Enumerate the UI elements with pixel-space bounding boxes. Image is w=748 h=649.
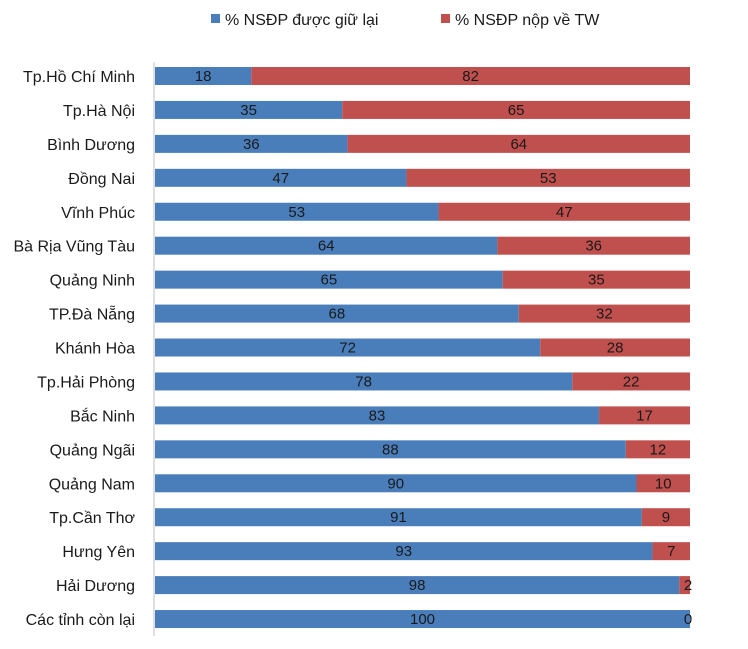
bar-retained	[155, 202, 439, 221]
value-label-remitted: 9	[662, 509, 670, 526]
bar-remitted	[502, 270, 690, 289]
value-label-retained: 64	[318, 238, 335, 255]
bar-retained	[155, 168, 407, 187]
value-label-retained: 93	[395, 543, 412, 560]
value-label-remitted: 36	[585, 238, 602, 255]
bar-retained	[155, 236, 498, 255]
value-label-remitted: 7	[667, 543, 675, 560]
legend-label-retained: % NSĐP được giữ lại	[225, 12, 378, 29]
category-label: Đồng Nai	[68, 171, 135, 188]
bar-remitted	[406, 168, 690, 187]
bar-remitted	[625, 440, 690, 459]
bar-retained	[155, 100, 343, 119]
value-label-retained: 88	[382, 441, 399, 458]
value-label-retained: 78	[355, 373, 372, 390]
legend-label-remitted: % NSĐP nộp về TW	[455, 12, 600, 29]
value-label-remitted: 65	[508, 102, 525, 119]
value-label-remitted: 32	[596, 306, 613, 323]
value-label-retained: 72	[339, 340, 356, 357]
value-label-retained: 36	[243, 136, 260, 153]
bar-retained	[155, 474, 637, 493]
bar-retained	[155, 338, 541, 357]
bar-remitted	[347, 134, 690, 153]
value-label-retained: 91	[390, 509, 407, 526]
category-label: Vĩnh Phúc	[61, 205, 135, 222]
bar-remitted	[497, 236, 690, 255]
legend-swatch-remitted	[441, 14, 450, 23]
bar-retained	[155, 270, 503, 289]
category-label: Tp.Hà Nội	[63, 103, 135, 120]
bar-retained	[155, 542, 653, 561]
category-label: Hải Dương	[56, 578, 135, 595]
bar-remitted	[599, 406, 690, 425]
value-label-remitted: 0	[684, 611, 692, 628]
value-label-remitted: 22	[623, 373, 640, 390]
value-label-remitted: 10	[655, 475, 672, 492]
value-label-remitted: 64	[510, 136, 527, 153]
value-label-retained: 100	[410, 611, 435, 628]
bars-group: Tp.Hồ Chí Minh 18 82 Tp.Hà Nội 35 65 Bình Dươn…	[13, 67, 692, 629]
category-label: Tp.Hồ Chí Minh	[23, 69, 135, 86]
legend-swatch-retained	[211, 14, 220, 23]
bar-retained	[155, 440, 626, 459]
value-label-remitted: 53	[540, 170, 557, 187]
value-label-retained: 53	[288, 204, 305, 221]
value-label-retained: 83	[369, 407, 386, 424]
value-label-remitted: 12	[650, 441, 667, 458]
category-label: Tp.Cần Thơ	[49, 510, 135, 527]
bar-retained	[155, 372, 573, 391]
bar-retained	[155, 67, 252, 85]
bar-remitted	[540, 338, 690, 357]
bar-remitted	[652, 542, 690, 561]
category-label: Quảng Nam	[49, 476, 135, 493]
bar-remitted	[679, 576, 690, 595]
value-label-remitted: 28	[607, 340, 624, 357]
value-label-remitted: 2	[684, 577, 692, 594]
category-label: Quảng Ninh	[50, 273, 135, 290]
bar-retained	[155, 304, 519, 323]
bar-remitted	[641, 508, 690, 527]
bar-remitted	[251, 67, 691, 85]
value-label-retained: 35	[240, 102, 257, 119]
value-label-retained: 65	[321, 272, 338, 289]
bar-remitted	[342, 100, 690, 119]
value-label-remitted: 82	[462, 68, 479, 85]
bar-retained	[155, 406, 600, 425]
category-label: Bình Dương	[47, 137, 135, 154]
value-label-retained: 47	[272, 170, 289, 187]
category-label: TP.Đà Nẵng	[49, 305, 135, 324]
bar-remitted	[572, 372, 690, 391]
bar-remitted	[518, 304, 690, 323]
category-label: Khánh Hòa	[55, 341, 135, 358]
value-label-remitted: 35	[588, 272, 605, 289]
bar-retained	[155, 610, 690, 629]
bar-retained	[155, 134, 348, 153]
value-label-retained: 18	[195, 68, 212, 85]
value-label-remitted: 17	[636, 407, 653, 424]
bar-remitted	[636, 474, 690, 493]
value-label-retained: 90	[387, 475, 404, 492]
legend: % NSĐP được giữ lại % NSĐP nộp về TW	[211, 12, 600, 29]
category-label: Quảng Ngãi	[50, 442, 135, 459]
category-label: Hưng Yên	[62, 544, 135, 561]
bar-retained	[155, 508, 642, 527]
category-label: Tp.Hải Phòng	[37, 374, 135, 391]
category-label: Bà Rịa Vũng Tàu	[13, 239, 135, 256]
category-label: Bắc Ninh	[70, 406, 135, 425]
value-label-retained: 98	[409, 577, 426, 594]
bar-retained	[155, 576, 680, 595]
value-label-retained: 68	[329, 306, 346, 323]
value-label-remitted: 47	[556, 204, 573, 221]
bar-remitted	[438, 202, 690, 221]
category-label: Các tỉnh còn lại	[26, 612, 135, 629]
